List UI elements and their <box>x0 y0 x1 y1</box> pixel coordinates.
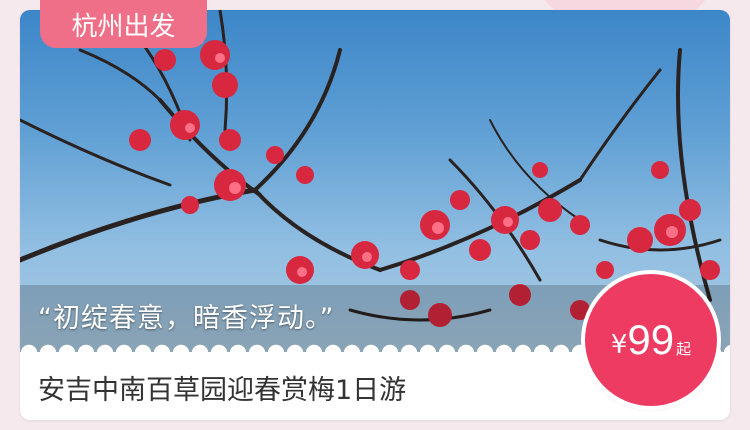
price-badge: ¥ 99 起 <box>585 274 717 406</box>
scallop-divider <box>20 344 730 362</box>
price-suffix: 起 <box>676 339 692 358</box>
departure-tag-label: 杭州出发 <box>71 11 176 42</box>
price-currency: ¥ <box>610 330 628 360</box>
price-amount: 99 <box>627 316 675 363</box>
hero-quote: “初绽春意，暗香浮动。” <box>38 303 335 334</box>
product-title[interactable]: 安吉中南百草园迎春赏梅1日游 <box>38 375 407 406</box>
departure-tag: 杭州出发 <box>40 0 207 48</box>
